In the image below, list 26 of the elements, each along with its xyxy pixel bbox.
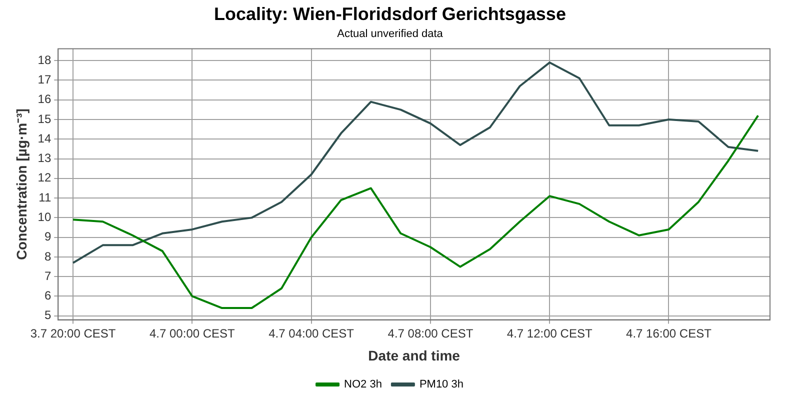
y-tick-label: 14 [38, 131, 52, 146]
y-tick-label: 10 [38, 210, 52, 224]
y-axis-title: Concentration [µg·m⁻³] [13, 108, 30, 260]
y-tick-label: 5 [44, 308, 52, 322]
chart-title: Locality: Wien-Floridsdorf Gerichtsgasse [214, 4, 566, 24]
y-tick-label: 17 [38, 72, 52, 87]
x-tick-label: 4.7 16:00 CEST [626, 326, 712, 340]
legend-label: NO2 3h [344, 378, 382, 391]
x-tick-label: 4.7 12:00 CEST [506, 326, 593, 340]
y-tick-label: 15 [38, 112, 52, 126]
y-tick-label: 9 [44, 230, 52, 244]
x-tick-label: 3.7 20:00 CEST [30, 326, 116, 340]
chart-subtitle: Actual unverified data [337, 28, 444, 40]
y-tick-label: 13 [38, 151, 52, 166]
y-tick-label: 16 [38, 92, 52, 106]
x-tick-label: 4.7 04:00 CEST [268, 326, 355, 340]
legend-label: PM10 3h [419, 378, 464, 391]
x-axis-title: Date and time [368, 347, 460, 364]
y-tick-label: 12 [38, 170, 52, 185]
y-tick-label: 18 [38, 52, 52, 67]
y-tick-label: 7 [44, 268, 52, 283]
x-tick-label: 4.7 08:00 CEST [388, 326, 474, 340]
y-tick-label: 8 [44, 249, 52, 264]
x-tick-label: 4.7 00:00 CEST [149, 326, 236, 340]
y-tick-label: 6 [44, 288, 52, 303]
y-tick-label: 11 [38, 190, 52, 204]
